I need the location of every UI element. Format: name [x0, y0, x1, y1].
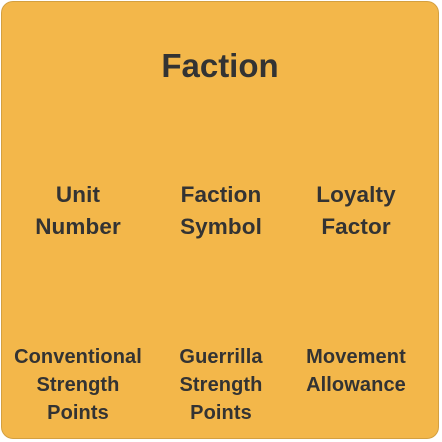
- card-title: Faction: [161, 47, 279, 84]
- guerrilla-strength-label: Guerrilla Strength Points: [179, 346, 263, 424]
- movement-allowance-label: Movement Allowance: [306, 346, 406, 396]
- unit-number-label: Unit Number: [35, 182, 121, 239]
- faction-symbol-label: Faction Symbol: [180, 182, 262, 239]
- loyalty-factor-label: Loyalty Factor: [316, 182, 396, 239]
- conventional-strength-label: Conventional Strength Points: [14, 346, 142, 424]
